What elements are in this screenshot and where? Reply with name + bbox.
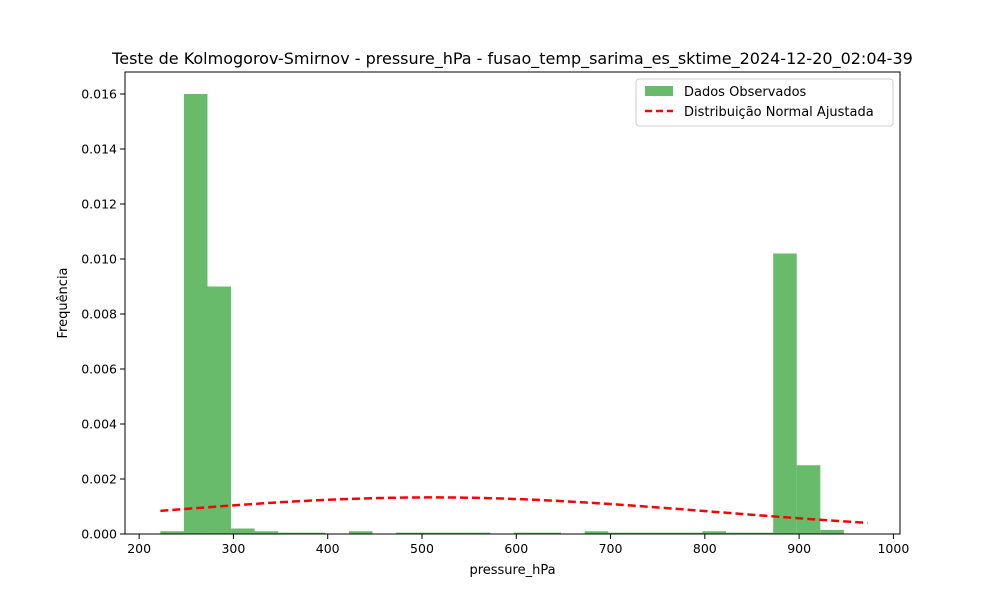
histogram-bar	[749, 532, 774, 534]
y-tick-label: 0.014	[81, 142, 117, 157]
histogram-bar	[537, 532, 562, 534]
x-tick-label: 500	[410, 541, 434, 556]
y-tick-label: 0.016	[81, 87, 117, 102]
y-tick-label: 0.002	[81, 472, 117, 487]
x-tick-label: 800	[693, 541, 717, 556]
histogram-bar	[631, 532, 656, 534]
x-axis-ticks: 200 300 400 500 600 700 800 900 1000	[127, 534, 909, 556]
histogram-bar	[419, 532, 444, 534]
normal-fit-line	[160, 496, 868, 525]
x-tick-label: 700	[599, 541, 623, 556]
y-tick-label: 0.008	[81, 307, 117, 322]
histogram-bar	[726, 532, 750, 534]
x-tick-label: 200	[127, 541, 151, 556]
normal-fit-curve-group	[160, 496, 868, 525]
y-axis-ticks: 0.000 0.002 0.004 0.006 0.008 0.010 0.012 0.014…	[81, 87, 125, 542]
histogram-bars	[160, 94, 844, 534]
histogram-bar	[207, 286, 232, 534]
y-axis-label: Frequência	[56, 267, 71, 338]
histogram-bar	[678, 532, 703, 534]
histogram-bar	[796, 465, 821, 534]
legend: Dados Observados Distribuição Normal Aju…	[635, 78, 894, 127]
histogram-bar	[608, 532, 632, 534]
legend-label-normal-fit: Distribuição Normal Ajustada	[684, 105, 874, 120]
chart-title: Teste de Kolmogorov-Smirnov - pressure_h…	[111, 49, 913, 69]
histogram-bar	[584, 531, 609, 534]
histogram-bar	[254, 531, 279, 534]
y-tick-label: 0.006	[81, 362, 117, 377]
histogram-bar	[513, 532, 538, 534]
x-tick-label: 1000	[877, 541, 909, 556]
histogram-bar	[183, 94, 208, 534]
x-axis-label: pressure_hPa	[469, 563, 555, 578]
histogram-bar	[466, 532, 491, 534]
histogram-bar	[820, 529, 844, 534]
x-tick-label: 400	[316, 541, 340, 556]
legend-box	[635, 78, 894, 127]
histogram-bar	[443, 532, 467, 534]
histogram-bar	[655, 532, 679, 534]
histogram-bar	[278, 532, 302, 534]
histogram-bar	[773, 253, 797, 534]
x-tick-label: 900	[787, 541, 811, 556]
x-tick-label: 300	[221, 541, 245, 556]
y-tick-label: 0.004	[81, 417, 117, 432]
x-tick-label: 600	[504, 541, 528, 556]
legend-label-histogram: Dados Observados	[684, 85, 807, 100]
histogram-bar	[231, 528, 255, 534]
histogram-bar	[702, 531, 727, 534]
y-tick-label: 0.000	[81, 527, 117, 542]
histogram-bar	[301, 532, 326, 534]
histogram-bar	[396, 532, 420, 534]
y-tick-label: 0.010	[81, 252, 117, 267]
histogram-bar	[348, 531, 373, 534]
plot-frame	[124, 71, 901, 535]
histogram-bar	[160, 531, 184, 534]
y-tick-label: 0.012	[81, 197, 117, 212]
legend-swatch-histogram	[645, 86, 673, 96]
